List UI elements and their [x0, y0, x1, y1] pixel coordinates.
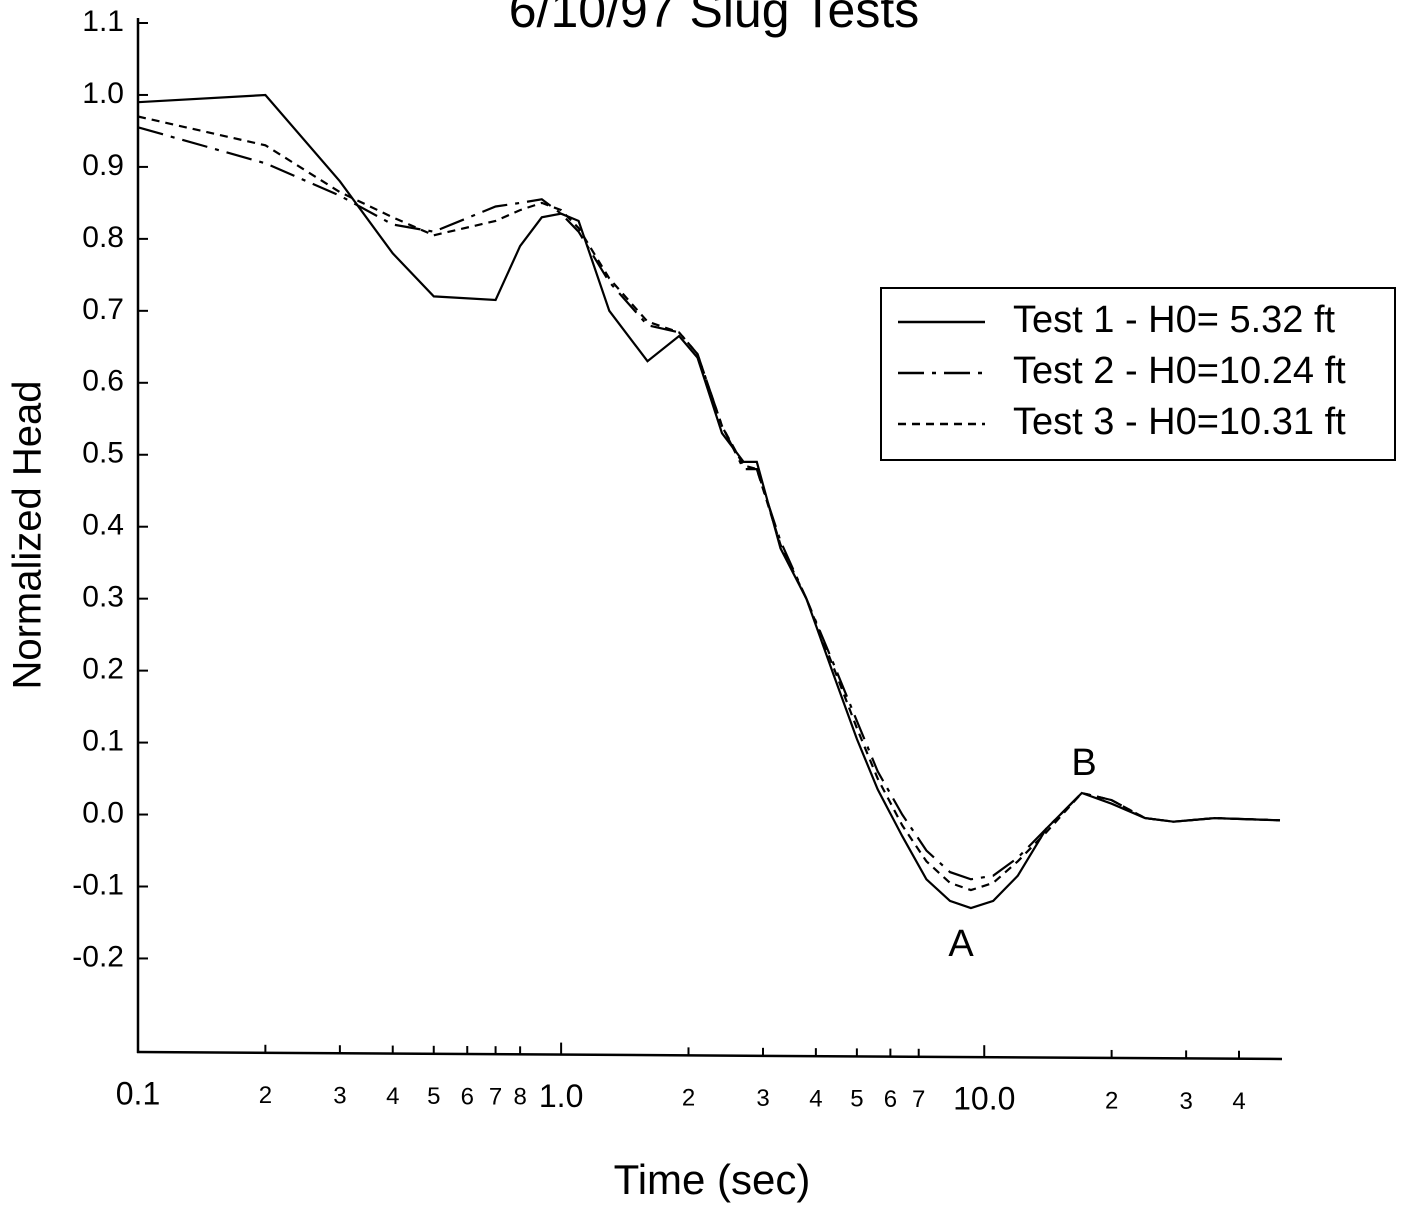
- x-tick-label: 4: [809, 1085, 822, 1112]
- x-tick-label: 7: [489, 1084, 502, 1111]
- y-tick-label: 0.9: [82, 149, 124, 182]
- x-tick-label: 10.0: [953, 1081, 1015, 1117]
- x-tick-label: 2: [259, 1082, 272, 1109]
- x-tick-label: 2: [682, 1085, 695, 1112]
- legend-label: Test 2 - H0=10.24 ft: [1013, 350, 1346, 392]
- y-tick-label: 0.0: [82, 796, 124, 829]
- y-tick-label: 0.7: [82, 293, 124, 326]
- y-tick-label: 0.4: [82, 509, 124, 542]
- series-line: [137, 93, 1281, 910]
- x-tick-label: 3: [333, 1083, 346, 1110]
- legend-label: Test 3 - H0=10.31 ft: [1013, 401, 1346, 443]
- chart-title: 6/10/97 Slug Tests: [509, 0, 919, 38]
- y-tick-label: 0.8: [82, 221, 124, 254]
- x-tick-label: 3: [1179, 1088, 1192, 1115]
- x-tick-label: 5: [427, 1083, 440, 1110]
- x-tick-label: 4: [386, 1083, 399, 1110]
- x-tick-label: 2: [1105, 1087, 1118, 1114]
- y-tick-label: 0.6: [82, 365, 124, 398]
- annotation: A: [948, 923, 974, 965]
- y-tick-label: 1.1: [82, 5, 124, 38]
- y-tick-label: 0.3: [82, 581, 124, 614]
- series-line: [137, 126, 1281, 881]
- y-tick-label: 1.0: [82, 77, 124, 110]
- x-tick-label: 0.1: [116, 1075, 160, 1111]
- x-tick-label: 3: [756, 1085, 769, 1112]
- y-tick-label: -0.1: [72, 868, 124, 901]
- x-tick-label: 7: [912, 1086, 925, 1113]
- x-tick-label: 4: [1232, 1088, 1245, 1115]
- x-tick-label: 6: [884, 1086, 897, 1113]
- x-axis-label: Time (sec): [614, 1156, 811, 1203]
- series-line: [137, 115, 1281, 892]
- x-tick-label: 6: [461, 1083, 474, 1110]
- y-tick-label: -0.2: [72, 940, 124, 973]
- x-tick-label: 1.0: [539, 1078, 583, 1114]
- y-axis-label: Normalized Head: [6, 380, 50, 689]
- y-tick-label: 0.2: [82, 653, 124, 686]
- x-tick-label: 5: [850, 1086, 863, 1113]
- x-tick-label: 8: [513, 1084, 526, 1111]
- legend-label: Test 1 - H0= 5.32 ft: [1013, 299, 1336, 341]
- annotation: B: [1071, 742, 1096, 784]
- x-axis: [136, 1050, 1283, 1061]
- y-tick-label: 0.1: [82, 725, 124, 758]
- y-tick-label: 0.5: [82, 437, 124, 470]
